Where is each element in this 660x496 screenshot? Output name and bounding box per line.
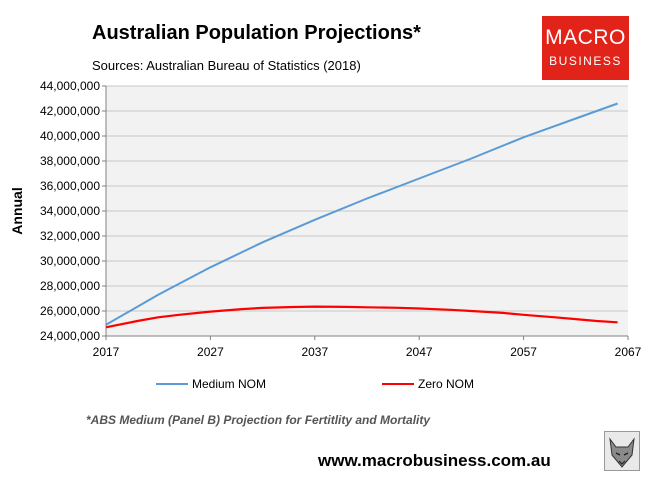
chart-title: Australian Population Projections* — [92, 22, 421, 44]
y-tick-label: 34,000,000 — [40, 204, 100, 218]
legend-label: Zero NOM — [418, 377, 474, 391]
series-line-medium-nom — [105, 102, 618, 326]
y-tick-label: 28,000,000 — [40, 279, 100, 293]
y-tick-label: 42,000,000 — [40, 104, 100, 118]
x-tick-label: 2057 — [510, 345, 537, 359]
x-tick-label: 2017 — [93, 345, 120, 359]
y-tick-label: 24,000,000 — [40, 329, 100, 343]
x-tick-label: 2047 — [406, 345, 433, 359]
website-url[interactable]: www.macrobusiness.com.au — [318, 451, 551, 470]
logo-line-1: MACRO — [545, 26, 626, 49]
fox-icon — [604, 431, 640, 471]
x-tick-label: 2027 — [197, 345, 224, 359]
population-line-chart: 24,000,000 26,000,000 28,000,000 30,000,000… — [9, 79, 642, 391]
series-line-zero-nom — [105, 305, 618, 329]
x-tick-label: 2067 — [615, 345, 642, 359]
footnote: *ABS Medium (Panel B) Projection for Fer… — [86, 413, 431, 427]
chart-subtitle: Sources: Australian Bureau of Statistics… — [92, 58, 361, 73]
y-tick-label: 38,000,000 — [40, 154, 100, 168]
y-tick-label: 26,000,000 — [40, 304, 100, 318]
macro-business-logo: MACRO BUSINESS — [542, 16, 629, 80]
y-tick-label: 30,000,000 — [40, 254, 100, 268]
y-tick-label: 40,000,000 — [40, 129, 100, 143]
y-axis-label: Annual — [9, 187, 25, 234]
legend-label: Medium NOM — [192, 377, 266, 391]
y-tick-label: 36,000,000 — [40, 179, 100, 193]
logo-line-2: BUSINESS — [549, 54, 622, 68]
y-tick-label: 44,000,000 — [40, 79, 100, 93]
x-tick-label: 2037 — [301, 345, 328, 359]
y-tick-label: 32,000,000 — [40, 229, 100, 243]
